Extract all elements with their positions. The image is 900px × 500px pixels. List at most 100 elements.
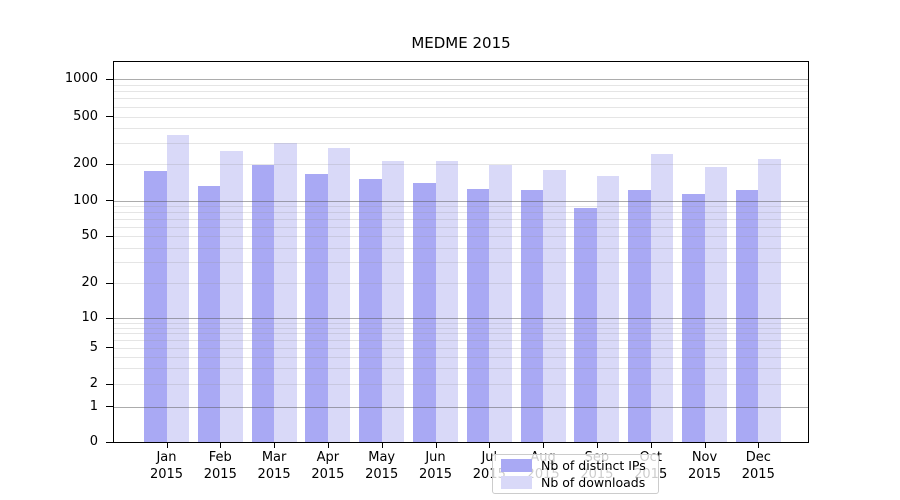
gridline-minor <box>114 84 808 86</box>
legend-swatch-distinct-ips <box>501 459 532 473</box>
y-tick-label: 100 <box>73 192 98 208</box>
x-tick <box>220 443 222 448</box>
gridline-minor <box>114 212 808 214</box>
gridline-major <box>114 200 808 202</box>
bar-ips-jan <box>144 171 167 442</box>
gridline-minor <box>114 384 808 386</box>
x-tick-label: Mar 2015 <box>257 450 291 482</box>
y-tick-label: 1000 <box>64 71 98 86</box>
y-tick <box>106 116 113 118</box>
y-tick-label: 2 <box>89 376 98 392</box>
x-tick-label: Apr 2015 <box>311 450 345 482</box>
x-tick <box>166 443 168 448</box>
gridline-minor <box>114 340 808 341</box>
bar-ips-oct <box>628 189 651 442</box>
bar-downloads-jul <box>489 164 512 442</box>
bar-downloads-may <box>381 161 405 442</box>
gridline-minor <box>114 116 808 118</box>
bar-ips-nov <box>682 193 705 442</box>
bar-downloads-oct <box>650 153 674 442</box>
x-tick-label: Jan 2015 <box>149 450 184 482</box>
bar-ips-feb <box>197 186 221 442</box>
bar-downloads-dec <box>758 159 781 442</box>
y-tick <box>106 163 113 165</box>
gridline-minor <box>114 368 808 370</box>
bar-downloads-nov <box>704 166 727 442</box>
y-tick-label: 500 <box>73 108 98 124</box>
gridline-minor <box>114 128 808 130</box>
gridline-major <box>114 318 808 320</box>
gridline-minor <box>114 106 808 108</box>
y-tick <box>106 317 113 319</box>
x-tick <box>596 443 598 448</box>
gridline-minor <box>114 164 808 165</box>
y-tick <box>106 200 113 202</box>
legend-label-downloads: Nb of downloads <box>541 474 646 490</box>
bar-ips-mar <box>251 164 275 442</box>
legend-swatch-downloads <box>501 475 532 489</box>
legend: Nb of distinct IPs Nb of downloads <box>492 454 659 494</box>
x-tick-label: Dec 2015 <box>741 450 775 482</box>
x-tick <box>650 443 652 448</box>
y-tick-label: 200 <box>73 156 98 171</box>
y-tick-label: 50 <box>81 228 98 243</box>
bar-ips-apr <box>305 174 328 442</box>
plot-canvas <box>114 62 808 442</box>
gridline-minor <box>114 143 808 145</box>
gridline-minor <box>114 333 808 335</box>
x-tick <box>327 443 329 448</box>
gridline-minor <box>114 347 808 349</box>
gridline-minor <box>114 322 808 324</box>
gridline-minor <box>114 206 808 208</box>
y-tick <box>106 441 113 443</box>
gridline-minor <box>114 356 808 358</box>
gridline-major <box>114 79 808 80</box>
x-tick-label: Jun 2015 <box>418 450 453 482</box>
y-tick <box>106 78 113 80</box>
y-tick <box>106 383 113 385</box>
x-tick-label: May 2015 <box>365 450 399 482</box>
x-tick <box>381 443 383 448</box>
gridline-minor <box>114 327 808 329</box>
bar-downloads-jun <box>435 161 458 442</box>
bar-downloads-aug <box>543 169 566 442</box>
legend-label-distinct-ips: Nb of distinct IPs <box>541 458 646 474</box>
bar-downloads-jan <box>166 135 189 442</box>
x-tick <box>274 443 276 448</box>
bar-ips-jul <box>466 189 490 442</box>
x-tick-label: Nov 2015 <box>687 450 722 482</box>
bar-ips-aug <box>520 189 544 442</box>
legend-item-distinct-ips: Nb of distinct IPs <box>501 458 650 473</box>
y-tick-label: 10 <box>81 310 98 326</box>
y-tick <box>106 347 113 349</box>
y-tick <box>106 235 113 237</box>
x-tick <box>489 443 491 448</box>
x-tick <box>435 443 437 448</box>
bar-ips-jun <box>413 182 436 442</box>
gridline-major <box>114 406 808 408</box>
legend-item-downloads: Nb of downloads <box>501 475 650 490</box>
x-tick <box>704 443 706 448</box>
bar-downloads-feb <box>220 151 243 442</box>
gridline-minor <box>114 218 808 220</box>
x-tick <box>758 443 760 448</box>
bar-ips-sep <box>574 207 597 442</box>
y-tick-label: 20 <box>81 275 98 291</box>
gridline-minor <box>114 236 808 237</box>
gridline-minor <box>114 91 808 93</box>
bar-downloads-mar <box>274 143 297 442</box>
x-tick <box>543 443 545 448</box>
x-tick-label: Feb 2015 <box>203 450 237 482</box>
bar-downloads-apr <box>327 148 351 442</box>
bar-ips-dec <box>735 189 759 442</box>
y-tick <box>106 282 113 284</box>
y-tick-label: 0 <box>89 434 98 449</box>
gridline-minor <box>114 226 808 228</box>
gridline-minor <box>114 262 808 264</box>
gridline-minor <box>114 247 808 249</box>
bar-ips-may <box>359 179 382 442</box>
y-tick-label: 1 <box>89 398 98 414</box>
gridline-minor <box>114 283 808 285</box>
chart-title: MEDME 2015 <box>411 34 511 52</box>
